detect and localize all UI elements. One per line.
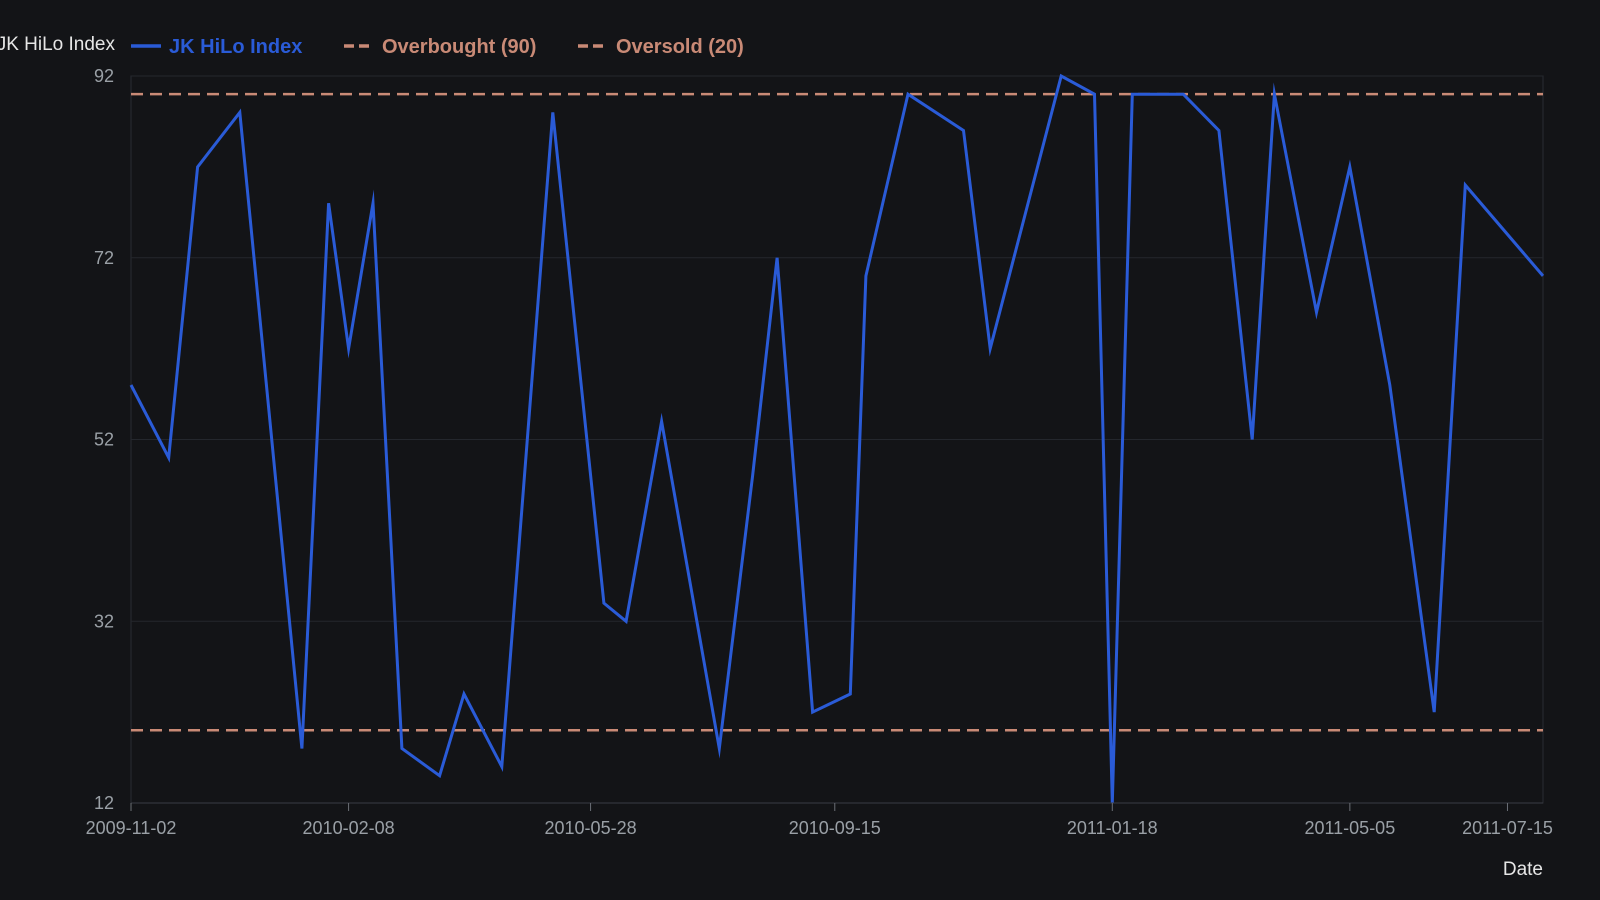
y-axis-title: JK HiLo Index [0, 34, 115, 55]
reference-lines [131, 92, 1543, 732]
series-line-jk-hilo-index [129, 73, 1545, 804]
legend-item-overbought: Overbought (90) [344, 36, 536, 58]
legend-label: JK HiLo Index [169, 36, 302, 58]
legend-item-jk-hilo-index: JK HiLo Index [131, 36, 302, 58]
y-tick-label: 52 [94, 430, 114, 450]
x-tick-label: 2011-01-18 [1067, 818, 1158, 838]
x-tick-label: 2011-07-15 [1462, 818, 1553, 838]
y-tick-label: 92 [94, 66, 114, 86]
x-tick-label: 2010-02-08 [303, 818, 395, 838]
legend-label: Oversold (20) [616, 36, 744, 58]
y-tick-label: 72 [94, 248, 114, 268]
y-tick-label: 12 [94, 793, 114, 813]
x-tick-label: 2011-05-05 [1304, 818, 1395, 838]
grid-lines [130, 75, 1544, 804]
legend-item-oversold: Oversold (20) [578, 36, 744, 58]
x-axis-title: Date [1503, 859, 1543, 880]
legend-label: Overbought (90) [382, 36, 536, 58]
legend: JK HiLo Index Overbought (90) Oversold (20… [131, 36, 744, 58]
series-layer [129, 73, 1545, 804]
axes: 12 32 52 72 92 2009-11-02 2010-02-08 2010-05-28… [0, 34, 1553, 880]
x-tick-label: 2010-05-28 [545, 818, 637, 838]
x-tick-label: 2009-11-02 [86, 818, 177, 838]
y-tick-label: 32 [94, 611, 114, 631]
x-tick-label: 2010-09-15 [789, 818, 881, 838]
